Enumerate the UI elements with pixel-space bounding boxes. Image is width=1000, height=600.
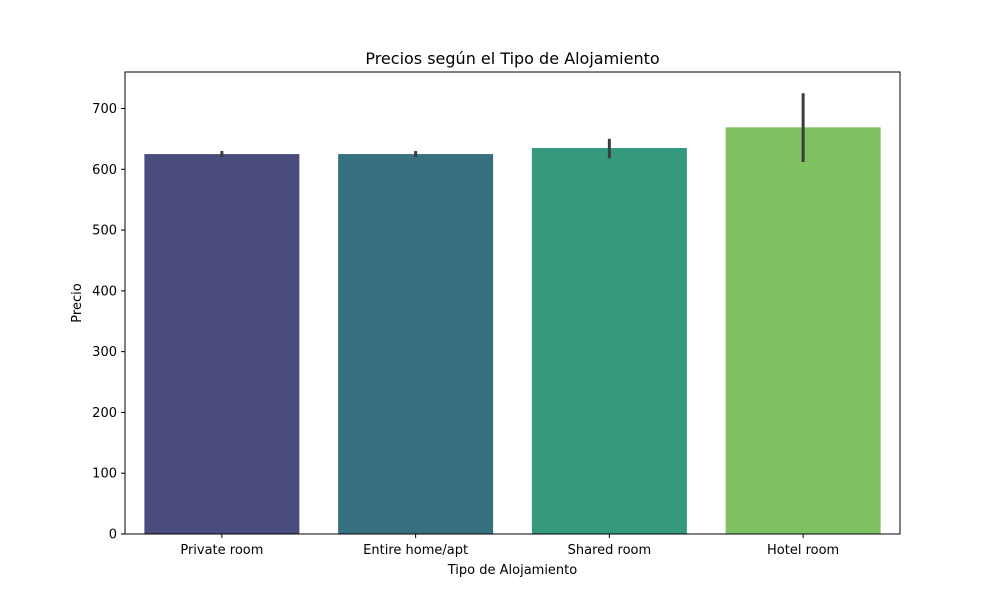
y-axis-label: Precio [70, 283, 85, 322]
x-tick-label-0: Private room [180, 543, 263, 558]
bars-layer [144, 127, 881, 534]
plot-frame [124, 71, 901, 535]
bar-2 [531, 147, 687, 534]
y-tick-label-2: 200 [92, 406, 117, 421]
x-tick-label-2: Shared room [568, 543, 652, 558]
x-tick-label-1: Entire home/apt [363, 543, 468, 558]
x-tick-label-3: Hotel room [767, 543, 839, 558]
y-tick-label-3: 300 [92, 345, 117, 360]
bar-3 [725, 127, 881, 534]
y-tick-label-1: 100 [92, 467, 117, 482]
x-axis-label: Tipo de Alojamiento [447, 563, 578, 578]
bar-1 [338, 154, 494, 534]
bar-0 [144, 154, 300, 534]
y-tick-label-6: 600 [92, 163, 117, 178]
y-tick-label-4: 400 [92, 284, 117, 299]
y-axis: 0 100 200 300 400 500 600 700 [92, 102, 125, 543]
chart-title: Precios según el Tipo de Alojamiento [365, 49, 659, 68]
error-bars-layer [220, 93, 805, 162]
x-axis: Private room Entire home/apt Shared room Ho… [180, 534, 839, 558]
y-tick-label-7: 700 [92, 102, 117, 117]
y-tick-label-5: 500 [92, 224, 117, 239]
y-tick-label-0: 0 [109, 528, 117, 543]
